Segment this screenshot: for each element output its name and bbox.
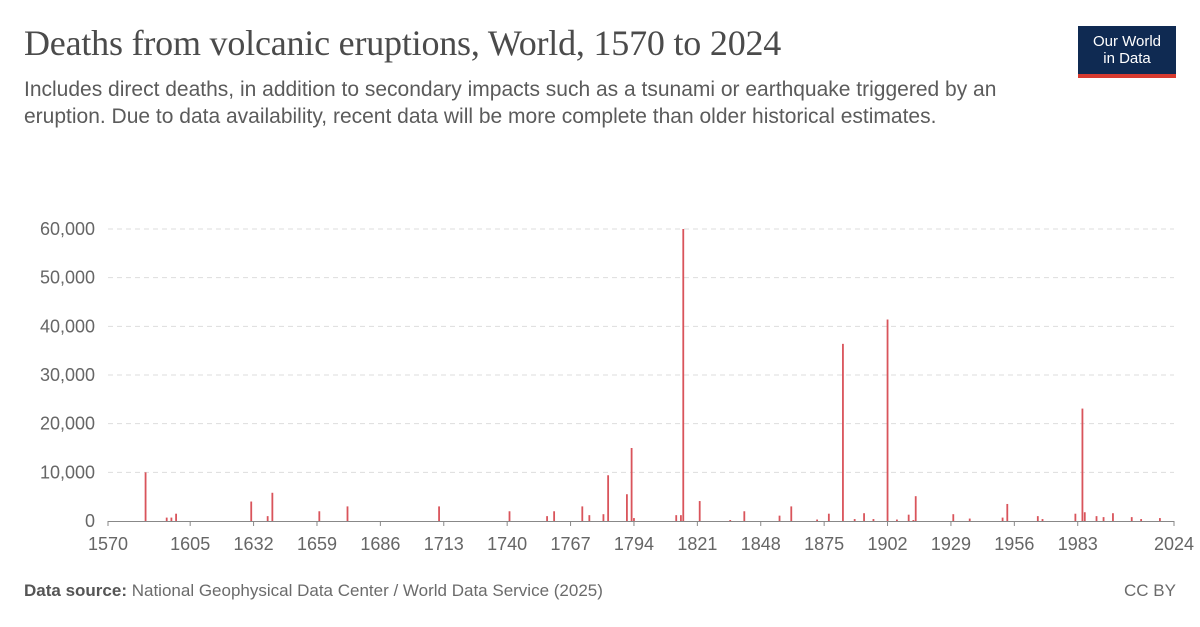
bar-layer (144, 229, 1161, 521)
bar[interactable] (508, 511, 511, 521)
bar[interactable] (626, 494, 628, 521)
source-text[interactable]: National Geophysical Data Center / World… (131, 581, 603, 600)
x-tick-label: 1983 (1058, 534, 1098, 554)
bar[interactable] (553, 511, 556, 521)
x-tick-label: 1875 (804, 534, 844, 554)
bar[interactable] (790, 506, 793, 521)
bar[interactable] (1112, 513, 1114, 521)
grid-layer (108, 228, 1174, 473)
bar[interactable] (907, 514, 910, 521)
bar[interactable] (912, 520, 915, 521)
logo-line-2: in Data (1103, 50, 1151, 67)
chart-subtitle: Includes direct deaths, in addition to s… (24, 78, 997, 128)
x-tick-label: 1686 (360, 534, 400, 554)
y-tick-label: 50,000 (40, 268, 95, 288)
bar[interactable] (581, 506, 584, 521)
bar[interactable] (318, 511, 321, 521)
bar[interactable] (729, 520, 732, 521)
x-tick-label: 1605 (170, 534, 210, 554)
bar[interactable] (438, 506, 440, 521)
bar[interactable] (1140, 519, 1143, 521)
y-tick-label: 20,000 (40, 414, 95, 434)
x-tick-label: 1659 (297, 534, 337, 554)
x-tick-label: 1929 (931, 534, 971, 554)
chart-title: Deaths from volcanic eruptions, World, 1… (24, 23, 782, 63)
bar[interactable] (607, 475, 610, 521)
y-tick-label: 40,000 (40, 316, 95, 336)
bar[interactable] (633, 518, 635, 521)
bar[interactable] (630, 448, 633, 521)
chart-area: 0 10,000 20,000 30,000 40,000 50,000 60,000 157… (40, 219, 1194, 554)
license-link[interactable]: CC BY (1124, 581, 1176, 600)
bar[interactable] (250, 501, 253, 521)
bar[interactable] (271, 492, 274, 521)
y-tick-label: 0 (85, 511, 95, 531)
owid-logo[interactable]: Our World in Data (1078, 26, 1176, 78)
bar[interactable] (698, 501, 701, 521)
bar[interactable] (170, 517, 173, 521)
bar[interactable] (872, 519, 875, 521)
source-label: Data source: (24, 581, 127, 600)
x-tick-label: 1956 (994, 534, 1034, 554)
bar[interactable] (968, 518, 971, 521)
x-tick-label: 1821 (677, 534, 717, 554)
bar[interactable] (914, 496, 917, 521)
bar[interactable] (1001, 517, 1004, 521)
bar[interactable] (1081, 408, 1084, 521)
bar[interactable] (1159, 518, 1161, 521)
y-tick-label: 30,000 (40, 365, 95, 385)
bar[interactable] (1006, 503, 1009, 521)
y-tick-label: 60,000 (40, 219, 95, 239)
bar[interactable] (853, 519, 856, 521)
x-tick-label: 1632 (234, 534, 274, 554)
bar[interactable] (896, 519, 898, 521)
bar[interactable] (144, 472, 147, 521)
bar[interactable] (1036, 516, 1039, 521)
bar[interactable] (675, 515, 678, 521)
bar[interactable] (816, 519, 819, 521)
x-tick-label: 1848 (741, 534, 781, 554)
bar[interactable] (588, 515, 591, 521)
x-tick-label: 1713 (424, 534, 464, 554)
bar[interactable] (1083, 512, 1086, 521)
bar[interactable] (682, 229, 685, 521)
y-tick-label: 10,000 (40, 462, 95, 482)
x-tick-label: 1794 (614, 534, 654, 554)
bar[interactable] (886, 319, 889, 521)
x-tick-label: 1740 (487, 534, 527, 554)
bar[interactable] (346, 506, 349, 521)
bar[interactable] (1095, 516, 1098, 521)
bar[interactable] (842, 343, 844, 521)
bar[interactable] (1102, 517, 1105, 521)
x-tick-label: 1570 (88, 534, 128, 554)
bar[interactable] (680, 515, 682, 521)
bar[interactable] (546, 516, 548, 521)
bar[interactable] (778, 515, 781, 521)
logo-line-1: Our World (1092, 33, 1162, 50)
bar[interactable] (827, 513, 830, 521)
x-tick-label: 1767 (551, 534, 591, 554)
bar[interactable] (1074, 513, 1077, 521)
x-tick-label: 1902 (868, 534, 908, 554)
bar[interactable] (266, 516, 269, 521)
bar[interactable] (863, 513, 865, 521)
axis-layer: 0 10,000 20,000 30,000 40,000 50,000 60,000 157… (40, 219, 1194, 554)
bar[interactable] (1130, 517, 1133, 521)
bar[interactable] (175, 513, 177, 521)
data-source: Data source: National Geophysical Data C… (24, 581, 603, 601)
bar[interactable] (743, 511, 746, 521)
bar[interactable] (1041, 519, 1044, 521)
bar[interactable] (602, 514, 605, 521)
bar[interactable] (952, 514, 955, 521)
bar[interactable] (165, 517, 168, 521)
x-tick-label: 2024 (1154, 534, 1194, 554)
